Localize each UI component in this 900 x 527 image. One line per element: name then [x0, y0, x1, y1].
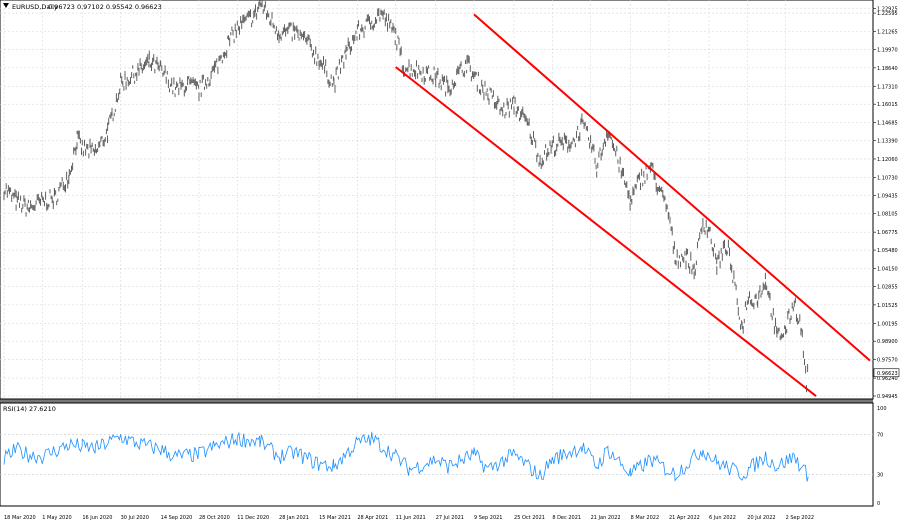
time-tick-label: 1 May 2020	[42, 515, 71, 521]
price-tick-label: 1.18640	[877, 66, 898, 72]
time-tick-label: 15 Mar 2021	[319, 515, 351, 521]
rsi-tick-label: 30	[877, 472, 883, 478]
rsi-pane[interactable]	[0, 402, 874, 507]
price-tick-label: 1.00195	[877, 321, 898, 327]
time-tick-label: 11 Dec 2020	[237, 515, 269, 521]
price-tick-label: 0.97570	[877, 358, 898, 364]
last-price-marker: 0.96623	[873, 368, 900, 378]
rsi-tick-label: 100	[877, 406, 887, 412]
time-axis: 18 Mar 2020 1 May 2020 16 Jun 2020 30 Jul 2…	[4, 515, 814, 521]
price-tick-label: 1.10730	[877, 175, 898, 181]
last-price-box	[873, 368, 900, 378]
price-tick-label: 1.17310	[877, 84, 898, 90]
time-tick-label: 9 Sep 2021	[474, 515, 503, 521]
price-tick-label: 1.09435	[877, 193, 898, 199]
price-tick-label: 1.05480	[877, 248, 898, 254]
price-tick-label: 0.96240	[877, 376, 898, 382]
time-tick-label: 30 Jul 2020	[121, 515, 149, 521]
rsi-line	[3, 431, 809, 482]
price-tick-label: 1.12060	[877, 157, 898, 163]
time-tick-label: 28 Jan 2021	[279, 515, 309, 521]
channel-trendline[interactable]	[473, 13, 871, 362]
rsi-tick-label: 0	[877, 501, 880, 507]
price-tick-label: 1.21265	[877, 29, 898, 35]
time-tick-label: 2 Sep 2022	[786, 515, 815, 521]
time-tick-label: 21 Jan 2022	[591, 515, 621, 521]
time-tick-label: 25 Oct 2021	[514, 515, 545, 521]
rsi-series	[3, 431, 809, 482]
time-tick-label: 20 Jul 2022	[747, 515, 775, 521]
time-tick-label: 16 Jun 2020	[82, 515, 112, 521]
price-pane[interactable]	[0, 0, 874, 400]
rsi-grid	[0, 434, 873, 475]
price-tick-label: 0.98900	[877, 339, 898, 345]
price-line	[3, 0, 809, 393]
price-tick-label: 1.13390	[877, 139, 898, 145]
rsi-label: RSI(14) 27.6210	[3, 405, 56, 413]
price-tick-label: 1.16015	[877, 102, 898, 108]
channel-trendline[interactable]	[395, 66, 817, 397]
last-price-label: 0.96623	[877, 371, 898, 377]
price-tick-label: 1.06775	[877, 230, 898, 236]
time-tick-label: 28 Oct 2020	[199, 515, 230, 521]
price-series	[3, 0, 809, 393]
time-tick-label: 8 Mar 2022	[631, 515, 660, 521]
time-tick-label: 28 Apr 2021	[357, 515, 388, 521]
price-tick-label: 1.01525	[877, 303, 898, 309]
price-tick-label: 1.19970	[877, 47, 898, 53]
time-tick-label: 14 Sep 2020	[161, 515, 193, 521]
price-tick-label: 1.02855	[877, 284, 898, 290]
price-tick-label: 1.08105	[877, 212, 898, 218]
price-tick-label: 1.04150	[877, 267, 898, 273]
price-tick-label: 1.22925	[877, 7, 898, 13]
time-tick-label: 6 Jun 2022	[709, 515, 736, 521]
trend-channel[interactable]	[395, 13, 871, 397]
rsi-axis: 100 70 30 0	[877, 406, 887, 507]
price-tick-label: 0.94945	[877, 394, 898, 400]
time-tick-label: 11 Jun 2021	[396, 515, 426, 521]
time-tick-label: 8 Dec 2021	[552, 515, 581, 521]
price-tick-label: 1.22595	[877, 11, 898, 17]
time-tick-label: 27 Jul 2021	[436, 515, 464, 521]
symbol-label: EURUSD,Daily	[12, 3, 58, 11]
ohlc-values: 0.96723 0.97102 0.95542 0.96623	[48, 3, 162, 11]
dropdown-icon[interactable]	[3, 3, 9, 8]
time-tick-label: 21 Apr 2022	[669, 515, 700, 521]
price-tick-label: 1.14685	[877, 121, 898, 127]
rsi-tick-label: 70	[877, 433, 883, 439]
time-tick-label: 18 Mar 2020	[4, 515, 36, 521]
